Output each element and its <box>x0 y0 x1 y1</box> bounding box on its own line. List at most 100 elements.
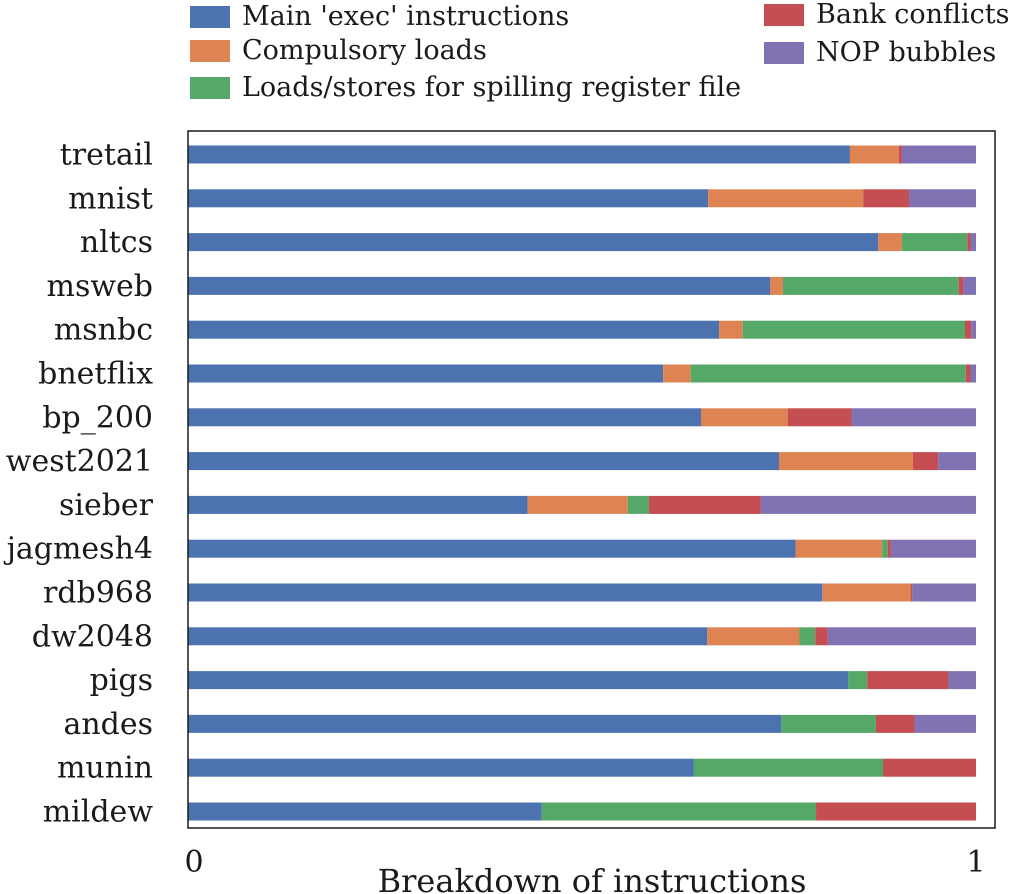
bar-segment-sieber-series-0 <box>188 495 528 514</box>
bar-segment-rdb968-series-4 <box>912 583 976 602</box>
bar-segment-bp_200-series-4 <box>851 408 976 427</box>
bar-segment-msweb-series-2 <box>782 276 959 295</box>
bar-segment-nltcs-series-2 <box>901 233 968 252</box>
y-tick-label-jagmesh4: jagmesh4 <box>4 532 153 567</box>
y-tick-label-mildew: mildew <box>43 795 154 830</box>
y-tick-labels: tretail mnist nltcs msweb msnbc bnetflix bp_20… <box>4 138 154 830</box>
bar-segment-jagmesh4-series-4 <box>890 539 976 558</box>
bar-segment-msweb-series-1 <box>770 276 783 295</box>
y-tick-label-pigs: pigs <box>90 663 153 698</box>
y-tick-label-msweb: msweb <box>47 269 153 304</box>
y-tick-label-west2021: west2021 <box>6 444 153 479</box>
legend-swatch-bank-conflicts <box>764 4 804 26</box>
bar-segment-dw2048-series-4 <box>827 627 976 646</box>
y-tick-label-dw2048: dw2048 <box>32 619 153 654</box>
y-tick-label-msnbc: msnbc <box>54 313 153 348</box>
bar-segment-tretail-series-4 <box>901 145 976 164</box>
bar-segment-bnetflix-series-3 <box>965 364 971 383</box>
legend-label-spilling: Loads/stores for spilling register file <box>242 72 742 103</box>
bar-segment-munin-series-0 <box>188 758 694 777</box>
bar-segment-sieber-series-4 <box>760 495 976 514</box>
bars-layer <box>188 145 976 821</box>
bar-segment-mildew-series-3 <box>816 802 976 821</box>
bar-segment-andes-series-4 <box>914 714 976 733</box>
bar-segment-tretail-series-3 <box>898 145 902 164</box>
bar-segment-nltcs-series-1 <box>878 233 902 252</box>
bar-segment-msnbc-series-2 <box>742 320 965 339</box>
bar-segment-bp_200-series-1 <box>700 408 788 427</box>
bar-segment-msweb-series-0 <box>188 276 771 295</box>
y-tick-label-sieber: sieber <box>59 488 154 523</box>
bar-segment-mnist-series-3 <box>863 189 910 208</box>
y-tick-label-mnist: mnist <box>68 181 153 216</box>
bar-segment-west2021-series-4 <box>938 452 976 471</box>
plot-frame <box>187 130 996 829</box>
bar-segment-jagmesh4-series-2 <box>882 539 888 558</box>
legend-label-compulsory-loads: Compulsory loads <box>242 35 487 66</box>
bar-segment-west2021-series-0 <box>188 452 779 471</box>
bar-segment-pigs-series-4 <box>948 671 976 690</box>
bar-segment-msweb-series-4 <box>963 276 976 295</box>
bar-segment-nltcs-series-4 <box>970 233 976 252</box>
bar-segment-rdb968-series-3 <box>910 583 913 602</box>
bar-segment-munin-series-3 <box>883 758 976 777</box>
bar-segment-bnetflix-series-4 <box>970 364 976 383</box>
bar-segment-msnbc-series-4 <box>971 320 976 339</box>
y-tick-label-andes: andes <box>63 707 153 742</box>
bar-segment-sieber-series-3 <box>648 495 761 514</box>
bar-segment-dw2048-series-3 <box>815 627 828 646</box>
bar-segment-rdb968-series-1 <box>822 583 911 602</box>
bar-segment-mnist-series-1 <box>708 189 864 208</box>
legend-label-main-exec: Main 'exec' instructions <box>242 1 570 32</box>
legend-label-bank-conflicts: Bank conflicts <box>816 0 1010 30</box>
bar-segment-jagmesh4-series-0 <box>188 539 796 558</box>
bar-segment-bnetflix-series-0 <box>188 364 664 383</box>
bar-segment-jagmesh4-series-1 <box>795 539 883 558</box>
bar-segment-bp_200-series-3 <box>787 408 852 427</box>
legend-swatch-nop-bubbles <box>764 42 804 64</box>
bar-segment-pigs-series-0 <box>188 671 849 690</box>
bar-segment-jagmesh4-series-3 <box>887 539 891 558</box>
bar-segment-tretail-series-0 <box>188 145 850 164</box>
bar-segment-west2021-series-1 <box>779 452 913 471</box>
y-tick-label-tretail: tretail <box>60 138 153 173</box>
bar-segment-sieber-series-2 <box>627 495 649 514</box>
bar-segment-msnbc-series-0 <box>188 320 720 339</box>
bar-segment-pigs-series-2 <box>848 671 868 690</box>
x-tick-label-0: 0 <box>184 845 203 880</box>
bar-segment-bnetflix-series-2 <box>690 364 966 383</box>
y-tick-label-nltcs: nltcs <box>80 225 153 260</box>
y-tick-label-rdb968: rdb968 <box>43 576 153 611</box>
bar-segment-mildew-series-2 <box>541 802 817 821</box>
bar-segment-msnbc-series-3 <box>964 320 972 339</box>
legend-label-nop-bubbles: NOP bubbles <box>816 37 997 68</box>
legend-swatch-main-exec <box>190 6 230 28</box>
bar-segment-bnetflix-series-1 <box>663 364 691 383</box>
bar-segment-andes-series-2 <box>781 714 876 733</box>
y-tick-label-bp_200: bp_200 <box>42 400 153 435</box>
bar-segment-andes-series-0 <box>188 714 782 733</box>
bar-segment-mnist-series-0 <box>188 189 709 208</box>
bar-segment-dw2048-series-0 <box>188 627 708 646</box>
bar-segment-msweb-series-3 <box>958 276 964 295</box>
bar-segment-dw2048-series-1 <box>707 627 800 646</box>
legend-swatch-compulsory-loads <box>190 40 230 62</box>
bar-segment-andes-series-3 <box>875 714 915 733</box>
bar-segment-nltcs-series-3 <box>967 233 971 252</box>
x-axis-label: Breakdown of instructions <box>378 862 807 894</box>
x-tick-label-1: 1 <box>966 845 985 880</box>
bar-segment-nltcs-series-0 <box>188 233 879 252</box>
bar-segment-tretail-series-1 <box>849 145 899 164</box>
bar-segment-msnbc-series-1 <box>719 320 743 339</box>
bar-segment-mnist-series-4 <box>909 189 976 208</box>
bar-segment-rdb968-series-0 <box>188 583 823 602</box>
y-tick-label-bnetflix: bnetflix <box>38 357 153 392</box>
bar-segment-munin-series-2 <box>693 758 884 777</box>
y-tick-label-munin: munin <box>57 751 153 786</box>
bar-segment-pigs-series-3 <box>867 671 949 690</box>
bar-segment-bp_200-series-0 <box>188 408 701 427</box>
bar-segment-dw2048-series-2 <box>799 627 816 646</box>
bar-segment-west2021-series-3 <box>912 452 939 471</box>
bar-segment-sieber-series-1 <box>527 495 628 514</box>
